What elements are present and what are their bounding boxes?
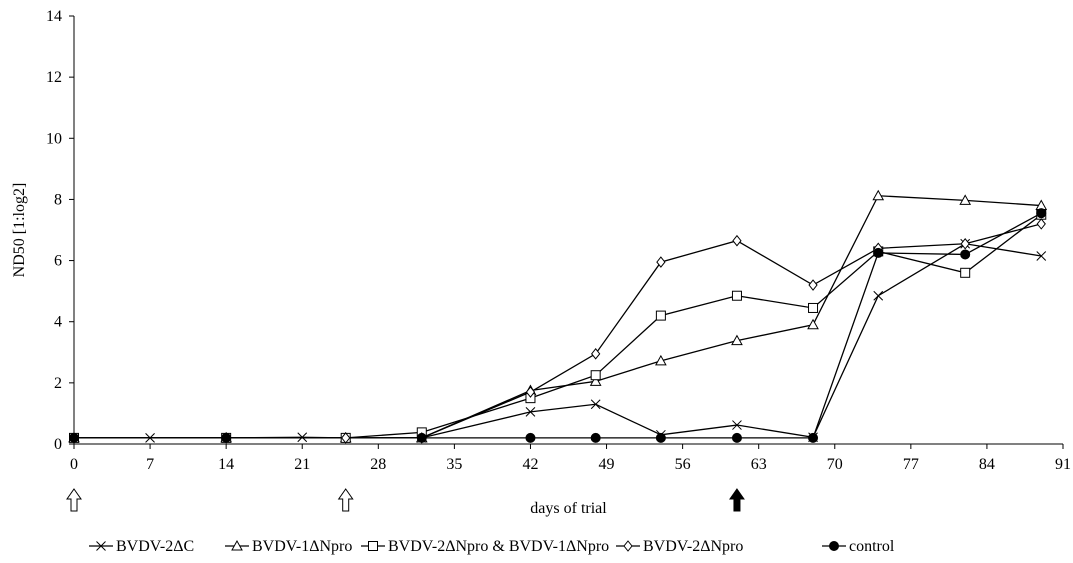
filled-up-arrow-icon	[728, 488, 745, 512]
data-point-series-5	[873, 247, 884, 258]
data-point-series-4	[960, 237, 970, 250]
marker-stroke	[590, 399, 601, 410]
annotations	[66, 488, 745, 512]
hollow-up-arrow-icon	[337, 488, 354, 512]
data-point-series-1	[297, 432, 308, 443]
y-tick-label: 14	[46, 8, 62, 25]
data-point-series-2	[589, 375, 602, 386]
x-tick-label: 28	[370, 456, 386, 473]
data-point-series-2	[807, 318, 819, 330]
legend-marker-3	[368, 541, 378, 551]
y-tick-label: 2	[54, 375, 62, 392]
legend-label-1: BVDV-2ΔC	[116, 538, 194, 555]
data-point-series-2	[959, 194, 972, 205]
marker-stroke	[96, 541, 106, 551]
y-tick-label: 10	[46, 130, 62, 147]
legend-label-5: control	[849, 538, 895, 555]
x-tick-label: 56	[675, 456, 691, 473]
data-point-series-4	[732, 234, 742, 247]
axes: 0 2 4 6 8 10 12 14 0 7 14 21 28 35 42 49 56 63 70 77 84 91	[46, 8, 1071, 473]
legend-label-2: BVDV-1ΔNpro	[252, 538, 352, 555]
legend-marker-2	[231, 539, 243, 551]
series-line-3	[74, 214, 1042, 439]
x-tick-label: 7	[146, 456, 154, 473]
x-tick-label: 49	[599, 456, 615, 473]
data-point-series-4	[591, 348, 601, 360]
data-point-series-2	[872, 189, 885, 201]
series-markers	[68, 189, 1048, 444]
data-point-series-1	[145, 433, 155, 443]
marker-stroke	[1036, 251, 1047, 261]
data-point-series-4	[525, 386, 536, 398]
data-point-series-5	[808, 432, 819, 443]
x-tick-label: 63	[751, 456, 767, 473]
data-point-series-3	[655, 310, 666, 321]
hollow-up-arrow-icon	[66, 488, 82, 512]
data-point-series-3	[731, 290, 742, 301]
data-point-series-1	[1036, 251, 1047, 261]
data-point-series-3	[960, 267, 971, 278]
data-point-series-5	[590, 432, 601, 443]
series-lines	[74, 195, 1042, 439]
y-tick-label: 6	[54, 253, 62, 270]
legend-label-4: BVDV-2ΔNpro	[643, 538, 743, 555]
data-point-series-4	[808, 279, 818, 291]
marker-stroke	[873, 290, 884, 301]
y-tick-label: 4	[54, 314, 62, 331]
data-point-series-5	[731, 432, 742, 443]
x-tick-label: 84	[979, 456, 995, 473]
data-point-series-3	[590, 370, 601, 381]
data-point-series-1	[590, 399, 601, 410]
data-point-series-1	[873, 290, 884, 301]
data-point-series-5	[525, 432, 536, 443]
x-tick-label: 14	[218, 456, 234, 473]
data-point-series-5	[69, 432, 79, 443]
marker-stroke	[525, 407, 536, 417]
data-point-series-5	[1036, 208, 1047, 219]
data-point-series-4	[341, 432, 351, 444]
legend: BVDV-2ΔC BVDV-1ΔNpro BVDV-2ΔNpro & BVDV-1Δ…	[89, 538, 895, 555]
x-tick-label: 42	[522, 456, 538, 473]
data-point-series-1	[525, 407, 536, 417]
marker-stroke	[732, 420, 742, 430]
data-point-series-4	[656, 256, 666, 268]
data-point-series-5	[960, 249, 971, 260]
legend-label-3: BVDV-2ΔNpro & BVDV-1ΔNpro	[388, 538, 609, 555]
data-point-series-2	[655, 354, 667, 366]
data-point-series-4	[1036, 218, 1046, 230]
x-axis-title: days of trial	[530, 500, 607, 517]
y-tick-label: 12	[46, 69, 62, 86]
data-point-series-2	[731, 334, 743, 346]
y-axis-title: ND50 [1:log2]	[11, 183, 28, 278]
legend-marker-4	[623, 540, 633, 552]
legend-marker-1	[96, 541, 106, 551]
data-point-series-3	[808, 302, 819, 313]
x-tick-label: 35	[446, 456, 462, 473]
x-tick-label: 0	[70, 456, 78, 473]
data-point-series-5	[221, 432, 232, 443]
x-tick-label: 70	[827, 456, 843, 473]
marker-stroke	[145, 433, 155, 443]
y-tick-label: 8	[54, 191, 62, 208]
y-tick-label: 0	[54, 436, 62, 453]
data-point-series-5	[416, 432, 427, 443]
data-point-series-1	[732, 420, 742, 430]
x-tick-label: 21	[294, 456, 310, 473]
legend-marker-5	[829, 541, 839, 551]
series-line-1	[74, 243, 1042, 439]
marker-stroke	[297, 432, 308, 443]
x-tick-label: 91	[1055, 456, 1071, 473]
series-line-2	[74, 195, 1042, 439]
x-tick-label: 77	[903, 456, 919, 473]
data-point-series-5	[655, 432, 666, 443]
